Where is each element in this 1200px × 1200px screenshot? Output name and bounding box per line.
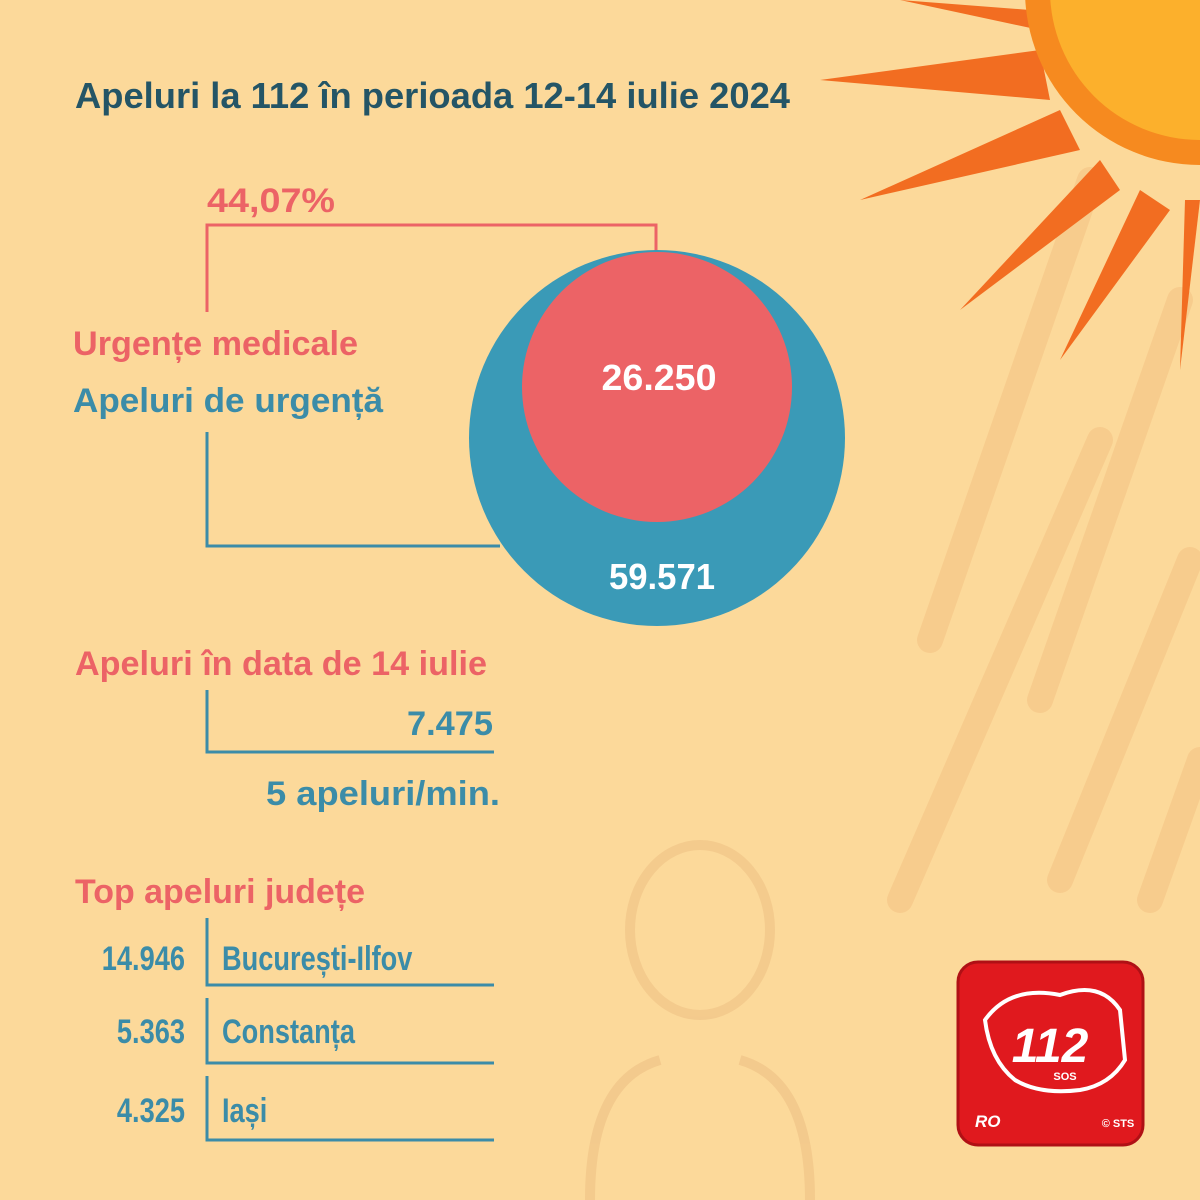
- logo: 112 SOS RO © STS: [956, 960, 1145, 1147]
- county-name: Constanța: [222, 1013, 356, 1051]
- county-count: 5.363: [117, 1013, 185, 1051]
- title: Apeluri la 112 în perioada 12-14 iulie 2…: [75, 75, 790, 116]
- sun: [820, 0, 1200, 370]
- share: 44,07%: [207, 182, 335, 220]
- county-name: București-Ilfov: [222, 940, 412, 978]
- logo-credit: © STS: [1102, 1118, 1135, 1130]
- emergency-label: Apeluri de urgență: [73, 382, 384, 420]
- county-count: 4.325: [117, 1092, 185, 1130]
- medical-circle: [522, 252, 792, 522]
- bracket: [205, 223, 658, 312]
- top-rows: 14.946 București-Ilfov 5.363 Constanța 4.325…: [102, 918, 494, 1142]
- day-value: 7.475: [407, 705, 493, 743]
- row-bracket: [205, 1076, 494, 1142]
- row-bracket: [205, 998, 494, 1065]
- medical-value: 26.250: [602, 357, 717, 398]
- day-rate: 5 apeluri/min.: [266, 775, 500, 813]
- medical-label: Urgențe medicale: [73, 325, 358, 363]
- row-bracket: [205, 918, 494, 987]
- emergency-value: 59.571: [609, 556, 715, 597]
- bracket: [205, 690, 494, 754]
- top-title: Top apeluri județe: [75, 873, 365, 911]
- bracket: [205, 432, 500, 548]
- logo-country: RO: [975, 1112, 1001, 1131]
- logo-number: 112: [1012, 1020, 1089, 1073]
- day-title: Apeluri în data de 14 iulie: [75, 645, 487, 683]
- stripes: [887, 167, 1200, 913]
- logo-sos: SOS: [1053, 1071, 1076, 1083]
- person-outline: [585, 840, 815, 1200]
- county-count: 14.946: [102, 940, 185, 978]
- county-name: Iași: [222, 1092, 267, 1130]
